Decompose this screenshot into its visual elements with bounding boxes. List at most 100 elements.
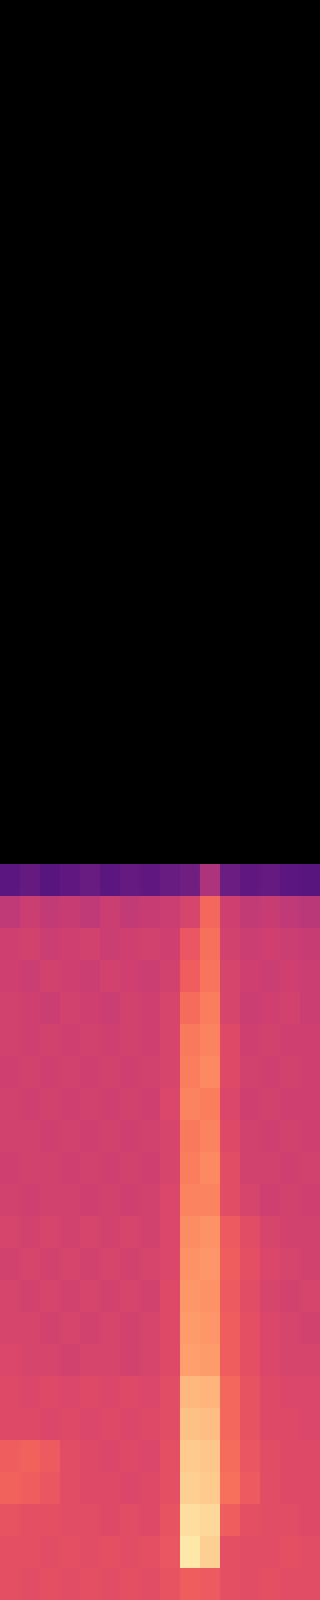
cell: [0, 1568, 21, 1600]
cell: [20, 864, 41, 897]
cell: [180, 960, 201, 993]
cell: [300, 1152, 320, 1185]
cell: [40, 1408, 61, 1441]
cell: [60, 1536, 81, 1569]
cell: [220, 1152, 241, 1185]
cell: [120, 1568, 141, 1600]
cell: [140, 1344, 161, 1377]
cell: [0, 1184, 21, 1217]
cell: [280, 1216, 301, 1249]
cell: [180, 1056, 201, 1089]
cell: [160, 1504, 181, 1537]
cell: [0, 864, 21, 897]
cell: [200, 1024, 221, 1057]
cell: [60, 1312, 81, 1345]
cell: [220, 1280, 241, 1313]
cell: [140, 1184, 161, 1217]
cell: [200, 1536, 221, 1569]
cell: [80, 1376, 101, 1409]
cell: [300, 1056, 320, 1089]
cell: [160, 992, 181, 1025]
cell: [140, 1248, 161, 1281]
cell: [240, 1376, 261, 1409]
cell: [240, 1536, 261, 1569]
cell: [20, 1440, 41, 1473]
cell: [140, 1536, 161, 1569]
cell: [80, 1344, 101, 1377]
cell: [280, 1280, 301, 1313]
cell: [220, 1440, 241, 1473]
cell: [20, 1120, 41, 1153]
cell: [140, 1440, 161, 1473]
cell: [120, 1120, 141, 1153]
cell: [280, 896, 301, 929]
cell: [60, 1504, 81, 1537]
cell: [220, 928, 241, 961]
cell: [80, 1312, 101, 1345]
cell: [200, 896, 221, 929]
cell: [100, 1504, 121, 1537]
cell: [160, 1568, 181, 1600]
cell: [20, 1088, 41, 1121]
cell: [180, 1120, 201, 1153]
cell: [40, 960, 61, 993]
cell: [120, 1248, 141, 1281]
cell: [300, 928, 320, 961]
cell: [180, 1248, 201, 1281]
cell: [160, 896, 181, 929]
cell: [160, 1152, 181, 1185]
cell: [0, 992, 21, 1025]
cell: [240, 1184, 261, 1217]
cell: [220, 1024, 241, 1057]
cell: [60, 1152, 81, 1185]
cell: [120, 1472, 141, 1505]
cell: [100, 1408, 121, 1441]
cell: [60, 960, 81, 993]
cell: [180, 1408, 201, 1441]
cell: [100, 1568, 121, 1600]
cell: [280, 1024, 301, 1057]
cell: [120, 928, 141, 961]
cell: [60, 896, 81, 929]
cell: [180, 1376, 201, 1409]
cell: [80, 960, 101, 993]
cell: [40, 896, 61, 929]
cell: [300, 1504, 320, 1537]
cell: [220, 1120, 241, 1153]
cell: [280, 960, 301, 993]
cell: [220, 1216, 241, 1249]
cell: [120, 896, 141, 929]
cell: [260, 896, 281, 929]
cell: [40, 1376, 61, 1409]
cell: [300, 960, 320, 993]
cell: [300, 1280, 320, 1313]
cell: [300, 1440, 320, 1473]
cell: [280, 864, 301, 897]
cell: [40, 1568, 61, 1600]
cell: [20, 1376, 41, 1409]
cell: [280, 1568, 301, 1600]
cell: [20, 1216, 41, 1249]
cell: [0, 1216, 21, 1249]
cell: [80, 1280, 101, 1313]
cell: [80, 1216, 101, 1249]
cell: [80, 1088, 101, 1121]
cell: [300, 1376, 320, 1409]
cell: [280, 1440, 301, 1473]
cell: [240, 1056, 261, 1089]
cell: [80, 1440, 101, 1473]
chart: [0, 0, 320, 1600]
cell: [280, 992, 301, 1025]
cell: [240, 1216, 261, 1249]
cell: [100, 896, 121, 929]
cell: [20, 992, 41, 1025]
cell: [0, 1280, 21, 1313]
cell: [140, 1024, 161, 1057]
cell: [60, 1472, 81, 1505]
cell: [120, 1536, 141, 1569]
cell: [0, 1504, 21, 1537]
cell: [180, 1152, 201, 1185]
cell: [80, 1056, 101, 1089]
cell: [0, 1408, 21, 1441]
cell: [200, 960, 221, 993]
